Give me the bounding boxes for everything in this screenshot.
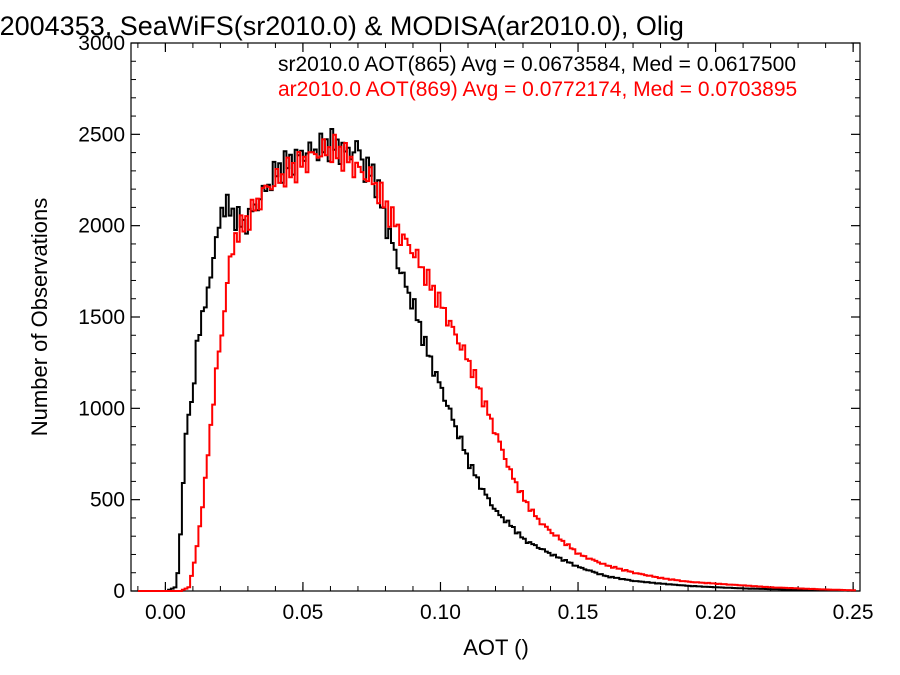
y-tick-label: 500 (90, 489, 125, 512)
y-tick-label: 0 (113, 580, 125, 603)
x-tick-label: 0.15 (558, 601, 599, 624)
x-axis-ticks: 0.00 0.05 0.10 0.15 0.20 0.25 (137, 43, 874, 624)
y-tick-label: 1000 (78, 397, 125, 420)
y-tick-label: 3000 (78, 32, 125, 55)
series-layer (137, 128, 856, 592)
y-tick-label: 1500 (78, 306, 125, 329)
series-1-line (137, 128, 856, 592)
y-axis-label: Number of Observations (27, 198, 52, 436)
x-axis-label: AOT () (463, 635, 529, 660)
x-tick-label: 0.10 (420, 601, 461, 624)
chart-title: AOT(869), 2004353, SeaWiFS(sr2010.0) & M… (0, 11, 684, 41)
legend-series-1: sr2010.0 AOT(865) Avg = 0.0673584, Med =… (278, 53, 796, 76)
x-tick-label: 0.25 (833, 601, 874, 624)
y-axis-ticks: 0 500 1000 1500 2000 2500 3000 (78, 32, 860, 603)
x-tick-label: 0.00 (145, 601, 186, 624)
series-2-line (137, 133, 856, 592)
x-tick-label: 0.05 (282, 601, 323, 624)
x-tick-label: 0.20 (695, 601, 736, 624)
y-tick-label: 2500 (78, 123, 125, 146)
y-tick-label: 2000 (78, 215, 125, 238)
legend-series-2: ar2010.0 AOT(869) Avg = 0.0772174, Med =… (278, 78, 797, 101)
